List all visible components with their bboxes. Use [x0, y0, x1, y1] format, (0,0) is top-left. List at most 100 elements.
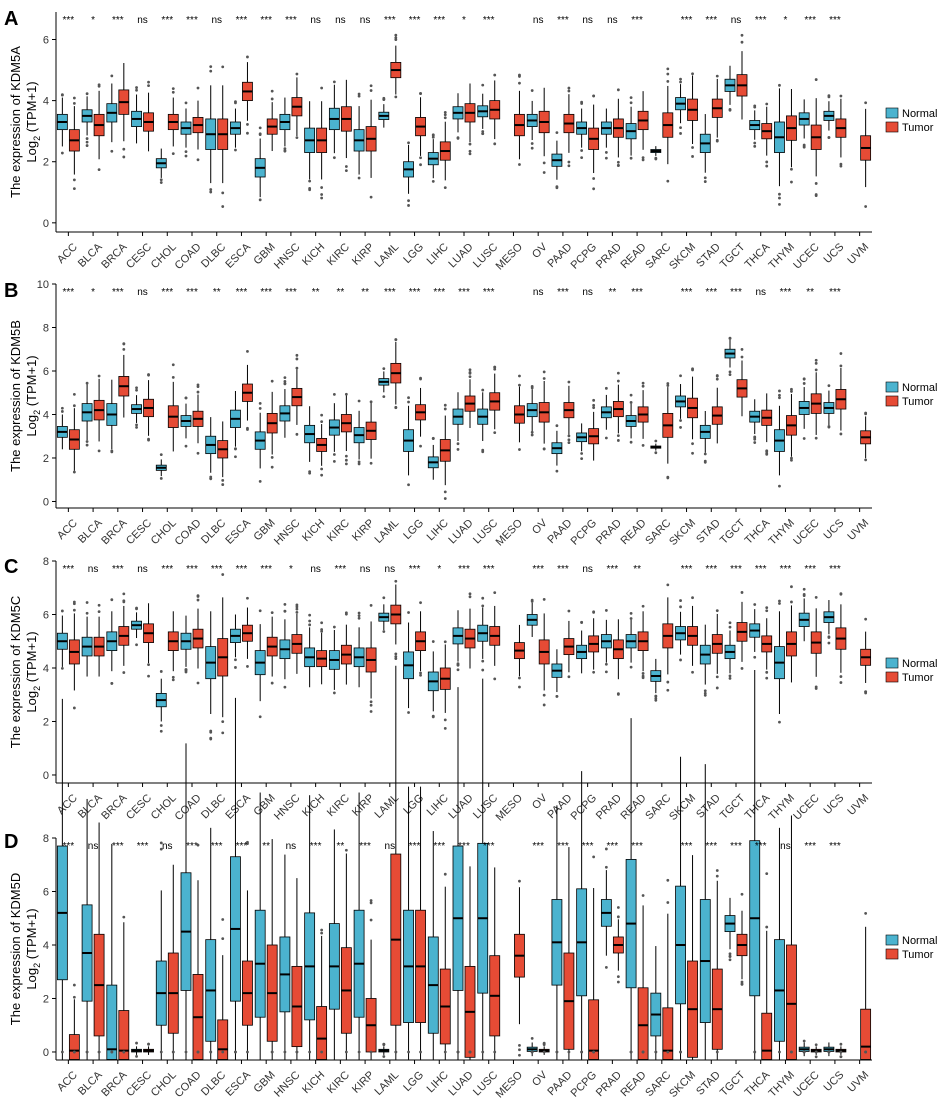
box-tumor-kirc-outlier: [344, 454, 348, 458]
box-tumor-skcm-outlier: [691, 442, 694, 446]
significance-label: ***: [63, 15, 75, 26]
box-tumor-laml-outlier: [394, 652, 398, 656]
box-tumor-thca-outlier: [765, 452, 769, 456]
significance-label: ***: [236, 287, 248, 298]
box-tumor-read-outlier: [641, 384, 645, 388]
box-tumor-dlbc-outlier: [221, 191, 225, 195]
legend-normal-label: Normal: [902, 658, 937, 670]
box-tumor-laml-outlier: [394, 655, 398, 658]
box-normal-pcpg-outlier: [580, 156, 584, 160]
x-tick-label: PRAD: [594, 792, 624, 822]
box-tumor-lihc-outlier: [443, 186, 447, 190]
box-normal-prad-outlier: [604, 609, 608, 612]
box-normal-skcm-outlier: [679, 374, 682, 378]
box-tumor-paad-outlier: [567, 164, 571, 168]
box-normal-tgct-outlier: [728, 674, 732, 678]
box-tumor-prad-outlier: [616, 160, 620, 164]
x-tick-label: CESC: [124, 241, 154, 271]
significance-label: ***: [112, 287, 124, 298]
box-tumor-pcpg-outlier: [592, 177, 596, 180]
box-tumor-hnsc-outlier: [295, 603, 299, 607]
significance-label: ns: [582, 287, 593, 298]
x-tick-label: KIRP: [350, 517, 377, 544]
box-tumor-sarc-outlier: [666, 179, 670, 183]
box-normal-thca-outlier: [753, 104, 757, 108]
significance-label: ns: [88, 564, 99, 575]
significance-label: ***: [458, 841, 470, 852]
box-normal-dlbc-outlier: [209, 69, 213, 73]
box-normal-ucec-outlier: [802, 1039, 806, 1043]
box-normal-chol-outlier: [159, 181, 163, 184]
box-normal-prad-outlier: [604, 436, 608, 440]
significance-label: ***: [112, 15, 124, 26]
significance-label: ***: [705, 841, 717, 852]
box-tumor-gbm-outlier: [270, 379, 274, 383]
legend-tumor-label: Tumor: [902, 949, 934, 961]
box-tumor-read: [637, 987, 649, 1060]
x-tick-label: UCS: [822, 792, 847, 817]
x-tick-label: STAD: [694, 517, 723, 546]
box-normal-kirp-outlier: [357, 616, 361, 620]
y-axis-title: The expression of KDM5A: [8, 46, 23, 198]
x-tick-label: LGG: [401, 1069, 426, 1094]
panel-label: D: [4, 831, 18, 853]
box-normal-stad-outlier: [703, 691, 707, 695]
box-normal-kirp-outlier: [357, 176, 361, 180]
box-normal-hnsc-outlier: [283, 149, 287, 153]
box-normal-ov-outlier: [530, 142, 534, 145]
y-tick-label: 8: [43, 322, 49, 334]
box-tumor-pcpg-outlier: [592, 1050, 596, 1054]
box-tumor-acc: [68, 1034, 80, 1060]
box-tumor-luad-outlier: [468, 152, 472, 156]
box-tumor-uvm-outlier: [864, 458, 868, 462]
box-tumor-cesc-outlier: [147, 373, 150, 376]
x-tick-label: READ: [619, 792, 649, 822]
box-tumor-meso-outlier: [518, 163, 521, 166]
box-normal-hnsc-outlier: [283, 602, 287, 606]
box-normal-read-outlier: [629, 156, 633, 160]
significance-label: ns: [137, 15, 148, 26]
legend-normal-label: Normal: [902, 108, 937, 120]
y-tick-label: 4: [43, 940, 49, 952]
box-tumor-dlbc-outlier: [221, 65, 225, 69]
significance-label: ***: [63, 564, 75, 575]
box-normal-thca-outlier: [753, 1050, 757, 1054]
x-tick-label: KIRP: [350, 241, 377, 268]
box-normal-blca-outlier: [85, 140, 89, 144]
box-tumor-ov-outlier: [542, 370, 546, 374]
box-normal-lgg-outlier: [407, 1050, 410, 1054]
significance-label: ***: [557, 841, 569, 852]
box-tumor-ucs-outlier: [839, 1055, 843, 1058]
box-normal-tgct-outlier: [728, 625, 732, 629]
box-tumor-kirp-outlier: [369, 603, 373, 607]
significance-label: *: [462, 15, 466, 26]
box-normal-read-outlier: [629, 393, 633, 397]
x-tick-label: DLBC: [199, 1069, 228, 1098]
significance-label: ns: [88, 841, 99, 852]
box-normal-read-outlier: [629, 1050, 633, 1054]
box-normal-ov-outlier: [530, 89, 534, 92]
legend-tumor-label: Tumor: [902, 396, 934, 408]
box-tumor-sarc-outlier: [666, 476, 670, 480]
box-tumor-lgg-outlier: [419, 163, 422, 167]
significance-label: ***: [681, 287, 693, 298]
box-normal-esca-outlier: [234, 100, 237, 104]
box-tumor-chol-outlier: [171, 90, 175, 94]
box-tumor-kich-outlier: [320, 928, 324, 932]
box-tumor-blca-outlier: [97, 603, 101, 607]
significance-label: ***: [433, 841, 445, 852]
significance-label: ns: [211, 15, 222, 26]
box-normal-chol-outlier: [159, 841, 163, 845]
significance-label: ***: [532, 564, 544, 575]
box-normal-gbm-outlier: [258, 609, 262, 613]
box-normal-read-outlier: [629, 665, 633, 669]
box-normal-stad-outlier: [703, 176, 707, 180]
y-axis-units: Log2 (TPM+1): [24, 631, 42, 712]
box-tumor-acc-outlier: [72, 178, 76, 182]
box-tumor-read-outlier: [641, 674, 645, 678]
box-tumor-ov-outlier: [542, 597, 546, 601]
box-normal-luad-outlier: [456, 1050, 460, 1054]
box-normal-esca-outlier: [234, 1050, 237, 1054]
box-tumor-gbm-outlier: [270, 611, 274, 615]
box-tumor-pcpg-outlier: [592, 610, 596, 614]
